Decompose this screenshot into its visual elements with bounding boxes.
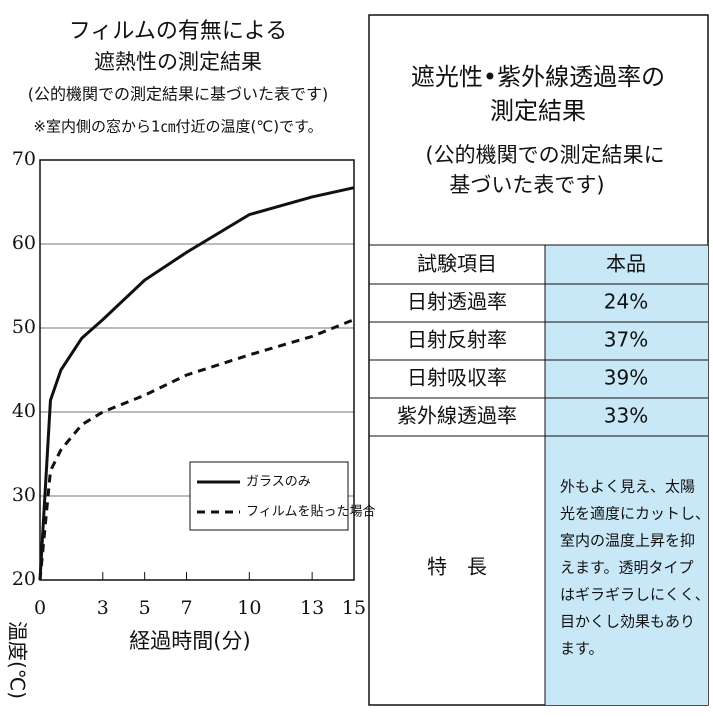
plot-frame bbox=[39, 159, 355, 581]
feature-line: はギラギラしにくく、 bbox=[560, 586, 710, 604]
table-subtitle: (公的機関での測定結果に bbox=[425, 143, 664, 167]
legend-label: フィルムを貼った場合 bbox=[246, 505, 375, 520]
y-axis-label: 温度(℃) bbox=[6, 621, 30, 699]
header-cell: 本品 bbox=[606, 252, 646, 276]
feature-label: 特 長 bbox=[427, 555, 487, 579]
y-tick-label: 70 bbox=[12, 148, 36, 170]
x-tick-label: 3 bbox=[97, 597, 109, 619]
row-label: 日射吸収率 bbox=[407, 366, 507, 390]
row-label: 日射反射率 bbox=[407, 328, 507, 352]
header-cell: 試験項目 bbox=[417, 252, 497, 276]
legend-label: ガラスのみ bbox=[246, 475, 311, 490]
y-tick-label: 50 bbox=[12, 316, 36, 338]
y-tick-label: 60 bbox=[12, 232, 36, 254]
x-tick-label: 0 bbox=[34, 597, 46, 619]
y-tick-label: 30 bbox=[12, 484, 36, 506]
row-label: 紫外線透過率 bbox=[397, 404, 517, 428]
x-tick-label: 15 bbox=[342, 597, 366, 619]
row-value: 24% bbox=[604, 290, 648, 314]
series-line bbox=[38, 186, 355, 581]
row-value: 33% bbox=[604, 404, 648, 428]
table-title: 測定結果 bbox=[490, 97, 586, 125]
feature-line: 目かくし効果もあり bbox=[560, 613, 695, 631]
chart-title: フィルムの有無による bbox=[69, 19, 287, 44]
feature-text: 外もよく見え、太陽光を適度にカットし、室内の温度上昇を抑えます。透明タイプはギラ… bbox=[560, 478, 710, 658]
row-value: 37% bbox=[604, 328, 648, 352]
chart: フィルムの有無による 遮熱性の測定結果 (公的機関での測定結果に基づいた表です)… bbox=[6, 19, 376, 699]
chart-subtitle: (公的機関での測定結果に基づいた表です) bbox=[28, 85, 329, 104]
feature-line: 光を適度にカットし、 bbox=[560, 505, 710, 523]
table-title: 遮光性•紫外線透過率の bbox=[411, 63, 665, 91]
table-subtitle: 基づいた表です) bbox=[449, 173, 604, 197]
table: 遮光性•紫外線透過率の 測定結果 (公的機関での測定結果に 基づいた表です) 試… bbox=[368, 14, 710, 706]
product-column bbox=[545, 245, 708, 705]
y-tick-label: 20 bbox=[12, 568, 36, 590]
series-line bbox=[38, 318, 355, 581]
x-tick-label: 10 bbox=[237, 597, 261, 619]
row-value: 39% bbox=[604, 366, 648, 390]
row-label: 日射透過率 bbox=[407, 290, 507, 314]
x-tick-label: 13 bbox=[300, 597, 324, 619]
legend-box bbox=[189, 461, 349, 531]
x-axis-label: 経過時間(分) bbox=[129, 629, 250, 653]
feature-line: えます。透明タイプ bbox=[560, 559, 694, 577]
chart-subtitle: ※室内側の窓から1㎝付近の温度(℃)です。 bbox=[33, 118, 322, 136]
x-tick-label: 7 bbox=[180, 597, 192, 619]
feature-line: ます。 bbox=[560, 640, 604, 658]
feature-line: 外もよく見え、太陽 bbox=[560, 478, 695, 496]
feature-line: 室内の温度上昇を抑 bbox=[560, 532, 695, 550]
y-tick-label: 40 bbox=[12, 400, 36, 422]
chart-title: 遮熱性の測定結果 bbox=[94, 50, 262, 74]
x-tick-label: 5 bbox=[139, 597, 151, 619]
